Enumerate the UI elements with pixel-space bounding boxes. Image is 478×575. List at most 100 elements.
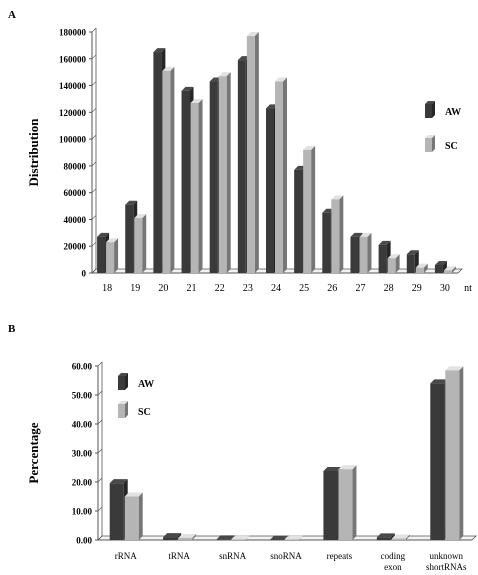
y-tick-depth [91,161,97,167]
legend-swatch-sc-side [125,401,128,418]
bar-sc-side [367,232,372,273]
bar-sc-face [387,258,396,273]
bar-aw-top [376,533,395,538]
bar-aw-face [266,108,274,273]
bar-aw-side [284,535,288,540]
bar-sc-side [451,266,456,273]
legend-swatch-aw [425,104,432,118]
bar-aw [376,533,395,540]
y-tick-label: 20.00 [72,478,93,488]
bar-sc [338,465,357,540]
bar-aw-face [406,254,415,273]
bar-sc-side [311,145,316,273]
bar-aw-face [237,60,246,273]
legend-swatch-aw [118,376,125,390]
x-tick-label: 26 [327,283,337,294]
bar-sc [162,66,175,273]
bar-sc-face [443,270,452,273]
bar-sc [134,214,147,273]
x-tick-label: 25 [299,283,309,294]
bar-sc [443,266,456,273]
legend-label-sc: SC [445,141,458,152]
x-tick-label: 30 [440,283,450,294]
bar-aw-top [350,232,363,237]
bar-sc [445,366,464,540]
y-tick-depth [91,268,97,274]
bar-sc-face [124,496,139,540]
y-tick-label: 30.00 [72,449,93,459]
bar-sc [246,32,259,274]
x-tick-label: tRNA [168,551,190,561]
bar-sc-top [134,214,147,219]
bar-aw-face [153,52,162,274]
bar-sc-top [331,195,344,200]
y-axis-title: Percentage [26,422,41,483]
bar-sc-side [192,533,197,540]
legend-label-sc: SC [138,407,151,418]
bar-sc [231,535,250,540]
bar-sc [285,535,303,540]
legend-swatch-aw-top [425,101,435,104]
bar-aw-top [270,535,288,540]
bar-sc [106,238,119,273]
bar-aw-top [434,260,447,265]
bar-aw-top [430,379,449,384]
y-tick-depth [91,215,97,220]
bar-aw-face [125,204,134,273]
bar-sc-face [445,370,460,540]
bar-aw-top [323,466,342,471]
bar-aw-top [181,86,194,91]
bar-aw-face [378,244,387,273]
y-tick-depth [91,242,97,247]
legend-label-aw: AW [445,107,461,118]
y-tick-depth [97,419,103,425]
bar-aw [434,260,447,273]
legend-swatch-aw-side [432,101,435,118]
bar-sc-face [338,469,353,540]
bar-aw-top [378,240,391,245]
x-tick-label: 29 [412,283,422,294]
bar-sc-side [198,98,203,273]
y-tick-depth [97,477,103,483]
bar-aw-top [153,48,166,53]
y-tick-label: 40.00 [72,420,93,430]
y-tick-label: 20000 [64,242,87,252]
bar-aw [216,535,235,540]
y-axis-title: Distribution [26,118,41,187]
bar-sc-top [445,366,464,371]
y-tick-label: 100000 [59,135,87,145]
bar-aw-top [163,533,182,538]
bar-aw-face [350,236,359,273]
x-tick-label: exon [384,562,402,572]
bar-sc [275,77,287,274]
bar-sc-side [405,534,410,540]
y-tick-label: 0 [82,269,87,279]
bar-sc-top [391,534,410,539]
bar-sc-face [246,36,255,274]
bar-sc [359,232,372,273]
bar-aw-top [97,232,110,237]
bar-sc-top [231,535,250,540]
y-tick-label: 10.00 [72,507,93,517]
bar-aw-face [181,90,190,274]
legend-swatch-aw-top [118,373,128,376]
y-tick-label: 160000 [59,54,87,64]
bar-sc [387,254,400,273]
x-tick-label: repeats [327,551,353,561]
y-tick-label: 180000 [59,28,87,38]
bar-sc-top [246,32,259,37]
bar-sc-face [415,267,424,273]
y-tick-depth [97,361,103,367]
bar-sc-side [283,77,287,274]
bar-aw-top [125,200,138,205]
bar-sc-side [459,366,464,540]
bar-aw-top [406,250,419,255]
legend-swatch-sc [425,138,432,152]
panel-label: A [8,9,16,21]
bar-aw [270,535,288,540]
x-tick-label: 24 [271,283,281,294]
bar-sc-face [106,242,115,273]
x-tick-label: 27 [355,283,365,294]
bar-sc-top [359,232,372,237]
bar-sc-top [443,266,456,271]
